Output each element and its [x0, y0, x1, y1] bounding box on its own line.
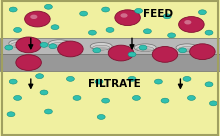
- Circle shape: [40, 42, 48, 47]
- Text: FILTRATE: FILTRATE: [88, 79, 141, 89]
- Circle shape: [88, 30, 96, 35]
- Text: FEED: FEED: [143, 9, 173, 19]
- Circle shape: [102, 98, 110, 103]
- Circle shape: [106, 27, 114, 32]
- Circle shape: [184, 20, 191, 24]
- Circle shape: [5, 45, 13, 50]
- Circle shape: [135, 8, 143, 13]
- Bar: [0, 54, 220, 71]
- Circle shape: [179, 48, 187, 53]
- Circle shape: [30, 15, 37, 19]
- Circle shape: [93, 48, 101, 53]
- Circle shape: [183, 76, 191, 81]
- Ellipse shape: [139, 48, 152, 51]
- Ellipse shape: [176, 44, 198, 51]
- Ellipse shape: [48, 40, 70, 47]
- Circle shape: [198, 10, 206, 15]
- Ellipse shape: [180, 48, 194, 51]
- Circle shape: [179, 17, 204, 32]
- Circle shape: [14, 95, 22, 100]
- Circle shape: [44, 4, 52, 9]
- Ellipse shape: [51, 43, 68, 47]
- Circle shape: [73, 95, 81, 100]
- Ellipse shape: [93, 45, 110, 50]
- Circle shape: [80, 11, 88, 16]
- Circle shape: [58, 41, 83, 57]
- Circle shape: [7, 112, 15, 117]
- Circle shape: [25, 11, 50, 27]
- Ellipse shape: [178, 47, 196, 51]
- Circle shape: [143, 29, 151, 34]
- Ellipse shape: [12, 44, 23, 47]
- Ellipse shape: [137, 47, 154, 51]
- Circle shape: [128, 52, 136, 57]
- Ellipse shape: [9, 40, 26, 47]
- Circle shape: [9, 79, 17, 84]
- Circle shape: [139, 45, 147, 50]
- Bar: [0, 38, 220, 54]
- Ellipse shape: [95, 47, 108, 50]
- Circle shape: [154, 79, 162, 84]
- Circle shape: [161, 98, 169, 103]
- Ellipse shape: [53, 44, 66, 47]
- Circle shape: [128, 76, 136, 81]
- Circle shape: [152, 47, 178, 62]
- Circle shape: [49, 44, 57, 49]
- Circle shape: [16, 37, 41, 53]
- Ellipse shape: [134, 44, 156, 51]
- Circle shape: [187, 95, 195, 100]
- Circle shape: [209, 101, 217, 106]
- Ellipse shape: [90, 42, 112, 50]
- Circle shape: [132, 95, 140, 100]
- Circle shape: [40, 90, 48, 95]
- Circle shape: [9, 7, 17, 12]
- Circle shape: [97, 115, 105, 119]
- Circle shape: [16, 55, 41, 70]
- Circle shape: [95, 79, 103, 84]
- Circle shape: [44, 109, 52, 114]
- Circle shape: [51, 25, 59, 30]
- Circle shape: [168, 33, 176, 38]
- Ellipse shape: [11, 43, 24, 47]
- Circle shape: [36, 74, 44, 79]
- Circle shape: [66, 76, 74, 81]
- Circle shape: [163, 14, 171, 19]
- Circle shape: [108, 45, 134, 61]
- Circle shape: [190, 44, 215, 60]
- Circle shape: [205, 30, 213, 35]
- Circle shape: [205, 82, 213, 87]
- Circle shape: [115, 10, 140, 26]
- Circle shape: [121, 13, 128, 18]
- Circle shape: [102, 7, 110, 12]
- Circle shape: [14, 27, 22, 32]
